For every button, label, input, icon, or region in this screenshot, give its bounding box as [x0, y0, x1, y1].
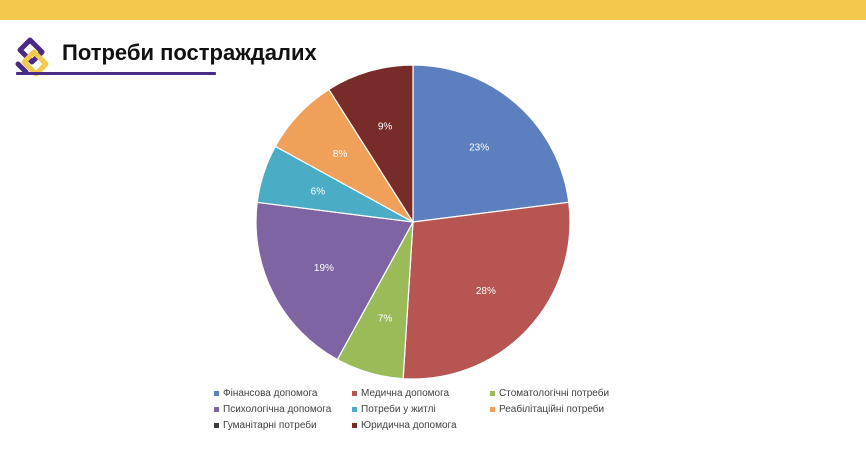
legend-label: Фінансова допомога [223, 388, 318, 399]
legend-item: Медична допомога [352, 386, 482, 401]
legend-item: Фінансова допомога [214, 386, 344, 401]
legend-swatch [214, 407, 219, 412]
organization-logo [15, 37, 49, 77]
legend-label: Гуманітарні потреби [223, 420, 317, 431]
legend-item: Психологічна допомога [214, 402, 344, 417]
data-label-4: 6% [311, 187, 326, 198]
legend-item: Гуманітарні потреби [214, 418, 344, 433]
legend-swatch [214, 391, 219, 396]
pie-slice-0 [412, 64, 570, 223]
data-label-1: 28% [476, 286, 496, 297]
legend-swatch [352, 423, 357, 428]
legend-label: Психологічна допомога [223, 404, 332, 415]
legend-swatch [490, 391, 495, 396]
legend-item: Реабілітаційні потреби [490, 402, 640, 417]
legend-swatch [490, 407, 495, 412]
data-label-7: 9% [378, 121, 393, 132]
chart-legend: Фінансова допомога Медична допомога Стомат… [214, 386, 644, 433]
data-label-0: 23% [469, 142, 489, 153]
legend-label: Медична допомога [361, 388, 450, 399]
data-label-5: 8% [333, 149, 348, 160]
data-label-2: 7% [378, 314, 393, 325]
pie-labels: 23% 28% 7% 19% 6% 8% 9% [311, 121, 496, 324]
slide-title: Потреби постраждалих [62, 40, 317, 65]
legend-item: Юридична допомога [352, 418, 482, 433]
title-underline [16, 72, 216, 75]
legend-item: Стоматологічні потреби [490, 386, 640, 401]
legend-item: Потреби у житлі [352, 402, 482, 417]
legend-swatch [352, 391, 357, 396]
legend-swatch [352, 407, 357, 412]
top-accent-bar [0, 0, 866, 20]
data-label-3: 19% [314, 263, 334, 274]
pie-slices [255, 64, 571, 380]
pie-slice-1 [402, 201, 571, 380]
legend-swatch [214, 423, 219, 428]
pie-slice-7 [328, 64, 414, 225]
legend-label: Реабілітаційні потреби [499, 404, 605, 415]
legend-label: Стоматологічні потреби [499, 388, 610, 399]
legend-label: Потреби у житлі [361, 404, 436, 415]
pie-slice-3 [255, 201, 414, 361]
legend-label: Юридична допомога [361, 420, 457, 431]
